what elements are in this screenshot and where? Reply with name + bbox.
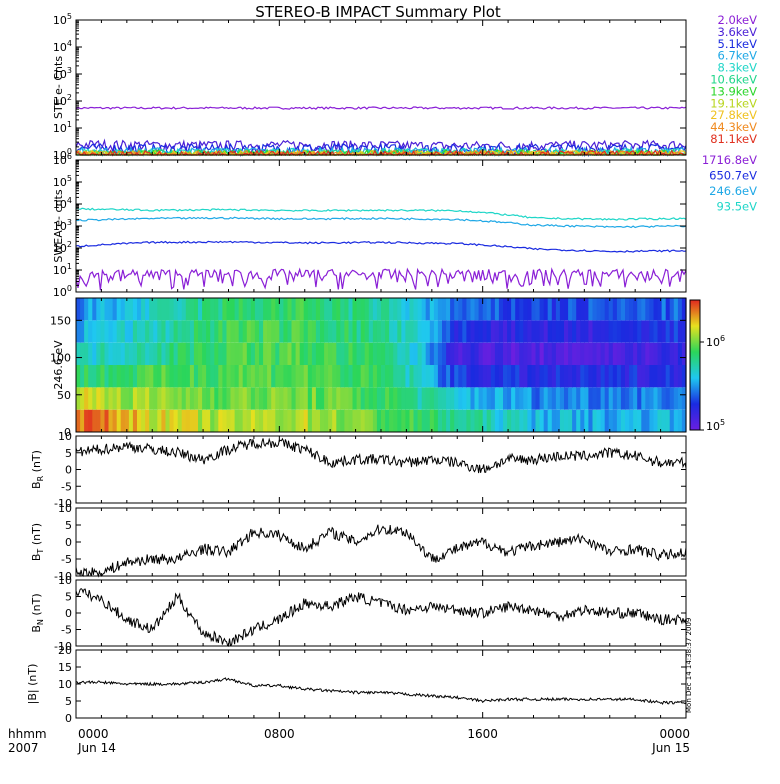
legend-entry: 5.1keV <box>718 37 758 51</box>
bn-panel-ylabel: BN (nT) <box>30 593 45 632</box>
x-year-label: 2007 <box>8 741 39 755</box>
bmag-panel: 0 5 10 15 20 |B| (nT) <box>26 644 687 725</box>
series-line <box>75 677 687 706</box>
y-tick-label: 0 <box>65 536 72 549</box>
legend-entry: 1716.8eV <box>702 153 757 167</box>
y-tick-label: 106 <box>53 152 72 167</box>
bmag-panel-ylabel: |B| (nT) <box>26 664 39 705</box>
y-tick-label: 10 <box>58 430 72 443</box>
x-header-label: hhmm <box>8 727 47 741</box>
bn-panel: -10 -5 0 5 10 BN (nT) <box>30 574 687 653</box>
y-tick-label: 5 <box>65 695 72 708</box>
y-tick-label: 20 <box>58 644 72 657</box>
y-tick-label: 5 <box>65 519 72 532</box>
chart-title: STEREO-B IMPACT Summary Plot <box>255 3 501 21</box>
y-tick-label: 100 <box>50 352 71 365</box>
y-tick-label: 0 <box>64 426 71 439</box>
legend-entry: 246.6eV <box>709 184 757 198</box>
y-tick-label: 0 <box>65 464 72 477</box>
y-tick-label: 105 <box>53 12 72 27</box>
x-tick-label: 1600 <box>467 727 498 741</box>
series-line <box>75 437 687 474</box>
x-tick-label: 0000 <box>659 727 690 741</box>
x-tick-date: Jun 14 <box>77 741 116 755</box>
series-line-650.7eV <box>75 240 687 253</box>
legend-entry: 27.8keV <box>710 108 757 122</box>
legend-entry: 2.0keV <box>718 13 758 27</box>
y-tick-label: 104 <box>53 39 72 54</box>
br-panel-ylabel: BR (nT) <box>30 450 45 489</box>
bt-panel: -10 -5 0 5 10 BT (nT) <box>30 502 687 583</box>
y-tick-label: 105 <box>53 174 72 189</box>
series-line-93.5eV <box>75 207 687 221</box>
y-tick-label: 101 <box>53 262 72 277</box>
y-tick-label: 5 <box>65 447 72 460</box>
series-line <box>75 524 687 578</box>
x-tick-date: Jun 15 <box>651 741 690 755</box>
colorbar: 105 106 <box>689 299 725 433</box>
legend-entry: 93.5eV <box>716 200 757 214</box>
y-tick-label: 15 <box>58 661 72 674</box>
bt-panel-ylabel: BT (nT) <box>30 523 45 561</box>
y-tick-label: 150 <box>50 314 71 327</box>
y-tick-label: -5 <box>61 624 72 637</box>
legend-entry: 650.7eV <box>709 169 757 183</box>
series-line-3.6keV <box>75 138 687 154</box>
legend-entry: 13.9keV <box>710 84 757 98</box>
y-tick-label: -10 <box>54 570 72 583</box>
legend-entry: 44.3keV <box>710 120 757 134</box>
y-tick-label: 10 <box>58 502 72 515</box>
y-tick-label: -10 <box>54 497 72 510</box>
y-tick-label: 10 <box>58 678 72 691</box>
timestamp-label: Mon Dec 14 14:38:37 2009 <box>685 618 693 713</box>
legend-entry: 3.6keV <box>718 25 758 39</box>
y-tick-label: -5 <box>61 480 72 493</box>
swea-panel-ylabel: SWEA e- cnts <box>52 189 65 262</box>
series-line-246.6eV <box>75 216 687 229</box>
legend-entry: 81.1keV <box>710 132 757 146</box>
pad-panel-ylabel: 246.6 eV <box>52 340 65 390</box>
x-tick-label: 0000 <box>78 727 109 741</box>
y-tick-label: 0 <box>65 607 72 620</box>
y-tick-label: 100 <box>53 284 72 299</box>
colorbar-tick-label: 106 <box>706 334 725 349</box>
legend-entry: 6.7keV <box>718 49 758 63</box>
colorbar-tick-label: 105 <box>706 418 725 433</box>
legend-entry: 19.1keV <box>710 96 757 110</box>
x-tick-label: 0800 <box>264 727 295 741</box>
y-tick-label: -5 <box>61 553 72 566</box>
y-tick-label: 10 <box>58 574 72 587</box>
br-panel: -10 -5 0 5 10 BR (nT) <box>30 430 687 510</box>
y-tick-label: 101 <box>53 120 72 135</box>
y-tick-label: -10 <box>54 640 72 653</box>
legend-entry: 10.6keV <box>710 73 757 87</box>
y-tick-label: 5 <box>65 591 72 604</box>
y-tick-label: 50 <box>57 389 71 402</box>
legend-entry: 8.3keV <box>718 61 758 75</box>
pad-panel: 0 50 100 150 246.6 eV 105 106 <box>50 297 725 439</box>
series-line-1716.8eV <box>75 267 687 291</box>
ste-panel-ylabel: STE e- Cnts <box>52 56 65 119</box>
series-line-2.0keV <box>75 106 687 110</box>
y-tick-label: 0 <box>65 712 72 725</box>
series-line <box>75 587 687 648</box>
